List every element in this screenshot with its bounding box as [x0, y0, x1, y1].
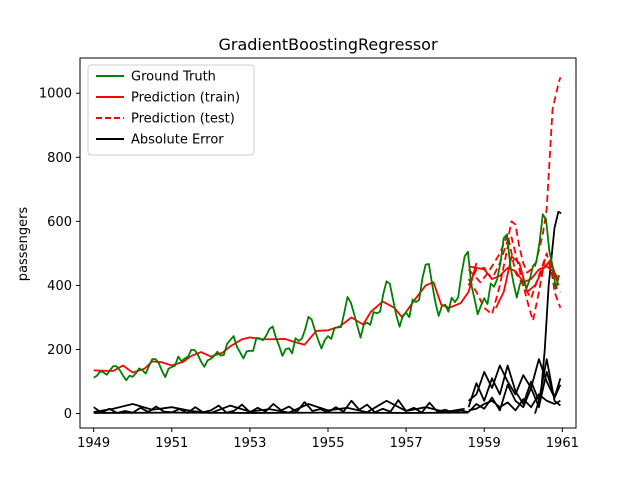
series-line-prediction-train-1	[93, 262, 478, 374]
y-tick-label-800: 800	[47, 151, 72, 166]
x-tick-label-1959: 1959	[468, 436, 501, 451]
legend-label-prediction-train: Prediction (train)	[131, 91, 240, 106]
plot-lines	[93, 76, 562, 414]
series-line-absolute-error-7	[468, 393, 561, 412]
series-line-absolute-error-5	[467, 371, 562, 413]
x-tick-label-1949: 1949	[77, 436, 110, 451]
x-tick-label-1953: 1953	[233, 436, 266, 451]
series-line-prediction-train-2	[468, 265, 560, 284]
y-tick-label-600: 600	[47, 215, 72, 230]
series-line-prediction-train-3	[495, 255, 560, 309]
x-tick-label-1957: 1957	[390, 436, 423, 451]
y-tick-label-200: 200	[47, 343, 72, 358]
chart-title: GradientBoostingRegressor	[218, 35, 437, 54]
legend-label-prediction-test: Prediction (test)	[131, 112, 235, 127]
series-line-ground-truth	[93, 213, 560, 382]
series-line-prediction-test-3	[467, 233, 562, 300]
y-tick-label-1000: 1000	[39, 87, 72, 102]
x-tick-label-1951: 1951	[155, 436, 188, 451]
series-line-absolute-error-2	[93, 399, 465, 414]
series-line-prediction-test-2	[467, 236, 562, 322]
series-line-absolute-error-6	[468, 358, 562, 402]
y-tick-label-0: 0	[64, 407, 72, 422]
y-tick-label-400: 400	[47, 279, 72, 294]
legend-label-absolute-error: Absolute Error	[131, 133, 224, 148]
legend-box	[87, 64, 255, 156]
x-tick-label-1955: 1955	[311, 436, 344, 451]
axes: 1949 1951 1953 1955 1957 1959 1961 0 200 400 600 80…	[39, 57, 579, 451]
series-line-absolute-error-8	[534, 210, 562, 414]
series-line-absolute-error-4	[467, 358, 561, 408]
x-tick-label-1961: 1961	[546, 436, 579, 451]
y-axis-label: passengers	[16, 207, 31, 282]
legend-label-ground-truth: Ground Truth	[131, 70, 216, 85]
legend: Ground Truth Prediction (train) Prediction…	[87, 64, 255, 156]
